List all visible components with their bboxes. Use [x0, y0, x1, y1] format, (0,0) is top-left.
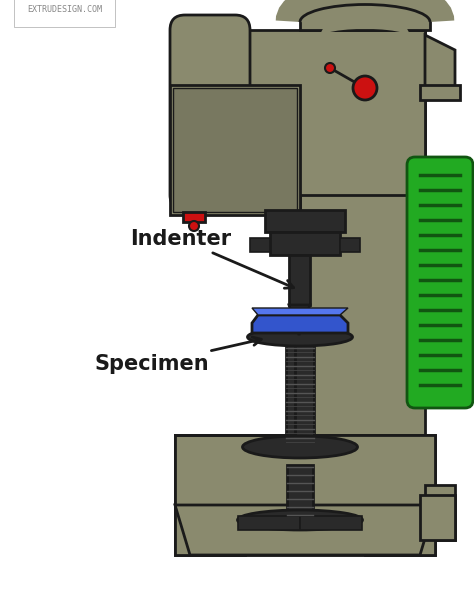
Polygon shape: [175, 435, 435, 555]
Polygon shape: [425, 485, 455, 540]
Polygon shape: [175, 505, 245, 555]
FancyBboxPatch shape: [170, 15, 250, 210]
Text: Specimen: Specimen: [95, 337, 261, 374]
Bar: [286, 345, 314, 445]
Polygon shape: [173, 88, 297, 212]
Polygon shape: [425, 35, 455, 90]
Circle shape: [353, 76, 377, 100]
Polygon shape: [270, 232, 340, 255]
Polygon shape: [420, 495, 455, 540]
Circle shape: [325, 63, 335, 73]
Polygon shape: [175, 435, 435, 505]
Polygon shape: [185, 30, 425, 195]
Ellipse shape: [243, 436, 357, 458]
Polygon shape: [252, 308, 348, 315]
FancyBboxPatch shape: [407, 157, 473, 408]
Polygon shape: [289, 255, 310, 305]
Polygon shape: [340, 238, 360, 252]
Polygon shape: [300, 15, 430, 30]
Polygon shape: [289, 305, 310, 335]
Polygon shape: [170, 85, 300, 215]
Ellipse shape: [247, 328, 353, 346]
Polygon shape: [420, 85, 460, 100]
Ellipse shape: [237, 510, 363, 530]
Polygon shape: [175, 505, 435, 555]
Bar: [287, 465, 313, 520]
Polygon shape: [252, 315, 348, 333]
Polygon shape: [250, 238, 270, 252]
Bar: [183, 212, 205, 222]
Text: EXTRUDESIGN.COM: EXTRUDESIGN.COM: [27, 5, 102, 14]
Polygon shape: [265, 210, 345, 232]
Circle shape: [189, 221, 199, 231]
Bar: [238, 516, 300, 530]
Bar: [300, 516, 362, 530]
Text: Indenter: Indenter: [130, 229, 293, 288]
Polygon shape: [300, 30, 425, 540]
Polygon shape: [365, 505, 435, 555]
